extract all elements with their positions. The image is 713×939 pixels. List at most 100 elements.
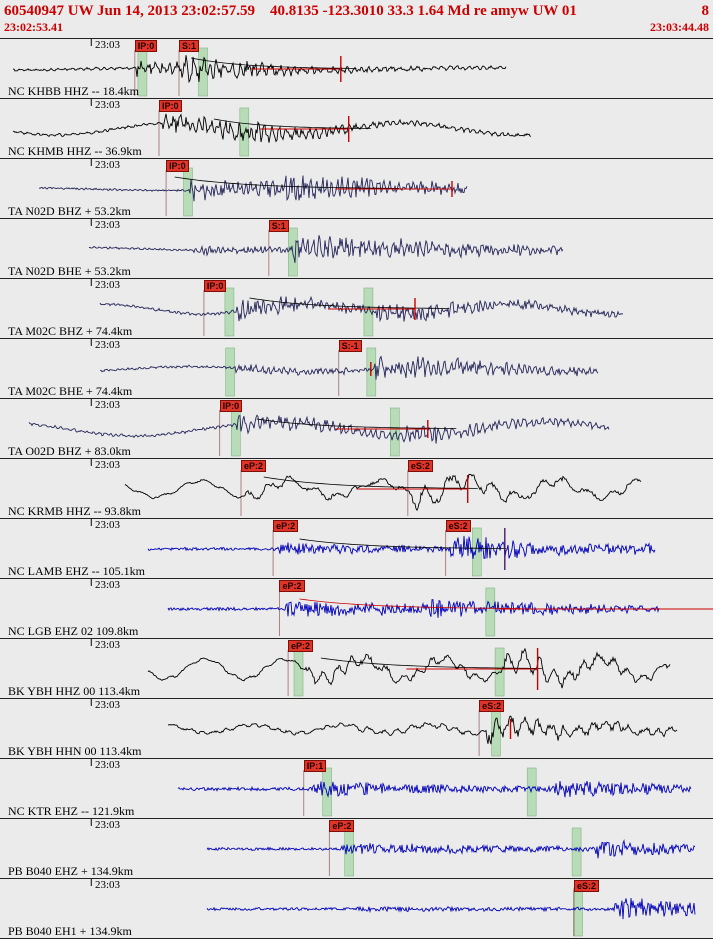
minute-label: 23:03 bbox=[95, 579, 121, 591]
trace-canvas bbox=[38, 159, 468, 217]
pick-flag[interactable]: S:1 bbox=[268, 220, 289, 232]
waveform[interactable] bbox=[99, 295, 624, 323]
pick-flag[interactable]: eS:2 bbox=[573, 880, 599, 892]
trace-row[interactable]: 23:03 IP:0 NC KHMB HHZ -- 36.9km bbox=[0, 98, 713, 158]
station-label: PB B040 EHZ + 134.9km bbox=[8, 864, 134, 878]
minute-label: 23:03 bbox=[95, 819, 121, 831]
station-label: BK YBH HHN 00 113.4km bbox=[8, 744, 142, 758]
trace-canvas bbox=[90, 279, 624, 337]
waveform[interactable] bbox=[100, 355, 599, 380]
coda-decay-curve bbox=[263, 476, 478, 489]
trace-row[interactable]: 23:03 eP:2 PB B040 EHZ + 134.9km bbox=[0, 818, 713, 878]
pick-flag[interactable]: S:-1 bbox=[338, 340, 362, 352]
waveform[interactable] bbox=[28, 414, 610, 444]
window-end-time: 23:03:44.48 bbox=[650, 20, 709, 34]
waveform[interactable] bbox=[177, 780, 692, 798]
trace-row[interactable]: 23:03 eP:2 BK YBH HHZ 00 113.4km bbox=[0, 638, 713, 698]
pick-flag[interactable]: eP:2 bbox=[273, 520, 299, 532]
trace-row[interactable]: 23:03 IP:0 TA M02C BHZ + 74.4km bbox=[0, 278, 713, 338]
pick-flag[interactable]: eP:2 bbox=[240, 460, 266, 472]
trace-canvas bbox=[90, 459, 642, 516]
minute-label: 23:03 bbox=[95, 759, 121, 771]
pick-flag[interactable]: S:1 bbox=[178, 40, 199, 52]
pick-flag[interactable]: eS:2 bbox=[407, 460, 433, 472]
pick-window-band bbox=[231, 407, 241, 457]
waveform[interactable] bbox=[167, 715, 678, 745]
pick-flag[interactable]: IP:0 bbox=[134, 40, 158, 52]
trace-row[interactable]: 23:03 S:-1 TA M02C BHE + 74.4km bbox=[0, 338, 713, 398]
pick-window-band bbox=[573, 887, 583, 937]
waveform[interactable] bbox=[147, 535, 656, 559]
trace-list: 23:03 IP:0 S:1 NC KHBB HHZ -- 18.4km 23:03 IP… bbox=[0, 38, 713, 939]
trace-row[interactable]: 23:03 IP:0 S:1 NC KHBB HHZ -- 18.4km bbox=[0, 38, 713, 98]
coda-decay-curve bbox=[249, 297, 450, 309]
trace-row[interactable]: 23:03 eS:2 PB B040 EH1 + 134.9km bbox=[0, 878, 713, 938]
trace-row[interactable]: 23:03 S:1 TA N02D BHE + 53.2km bbox=[0, 218, 713, 278]
pick-flag[interactable]: IP:0 bbox=[203, 280, 227, 292]
pick-flag[interactable]: IP:0 bbox=[158, 100, 182, 112]
minute-label: 23:03 bbox=[95, 279, 121, 291]
pick-window-band bbox=[224, 287, 235, 337]
coda-decay-curve bbox=[299, 598, 521, 609]
waveform[interactable] bbox=[206, 839, 696, 859]
trace-canvas bbox=[88, 219, 564, 277]
header: 60540947 UW Jun 14, 2013 23:02:57.59 40.… bbox=[0, 0, 713, 38]
minute-label: 23:03 bbox=[95, 159, 121, 171]
waveform[interactable] bbox=[88, 235, 564, 263]
station-label: NC KHMB HHZ -- 36.9km bbox=[8, 144, 142, 158]
pick-flag[interactable]: IP:0 bbox=[166, 160, 189, 172]
pick-window-band bbox=[198, 47, 208, 97]
trace-canvas bbox=[12, 99, 532, 157]
waveform[interactable] bbox=[124, 473, 642, 512]
pick-flag[interactable]: eP:2 bbox=[329, 820, 355, 832]
event-summary: 60540947 UW Jun 14, 2013 23:02:57.59 40.… bbox=[4, 3, 577, 19]
coda-decay-curve bbox=[256, 418, 457, 429]
waveform[interactable] bbox=[38, 175, 468, 202]
waveform[interactable] bbox=[147, 647, 671, 689]
waveform[interactable] bbox=[167, 599, 660, 618]
coda-decay-curve bbox=[213, 118, 371, 129]
trace-row[interactable]: 23:03 IP:1 NC KTR EHZ -- 121.9km bbox=[0, 758, 713, 818]
trace-row[interactable]: 23:03 eP:2 eS:2 NC KRMB HHZ -- 93.8km bbox=[0, 458, 713, 518]
trace-canvas bbox=[90, 759, 692, 817]
trace-canvas bbox=[90, 819, 696, 877]
pick-flag[interactable]: eP:2 bbox=[288, 640, 314, 652]
pick-window-band bbox=[137, 47, 148, 97]
station-label: NC KHBB HHZ -- 18.4km bbox=[8, 84, 139, 98]
pick-window-band bbox=[571, 827, 582, 877]
pick-flag[interactable]: IP:1 bbox=[303, 760, 327, 772]
pick-window-band bbox=[526, 767, 537, 817]
window-start-time: 23:02:53.41 bbox=[4, 20, 63, 34]
trace-canvas bbox=[28, 399, 610, 457]
trace-canvas bbox=[12, 39, 507, 97]
pick-window-band bbox=[491, 707, 501, 757]
waveform[interactable] bbox=[206, 898, 696, 920]
trace-row[interactable]: 23:03 IP:0 TA N02D BHZ + 53.2km bbox=[0, 158, 713, 218]
minute-label: 23:03 bbox=[95, 519, 121, 531]
pick-flag[interactable]: eP:2 bbox=[279, 580, 305, 592]
coda-decay-curve bbox=[320, 657, 542, 669]
station-label: NC KRMB HHZ -- 93.8km bbox=[8, 504, 142, 518]
trace-row[interactable]: 23:03 IP:0 TA O02D BHZ + 83.0km bbox=[0, 398, 713, 458]
pick-window-band bbox=[485, 587, 496, 637]
trace-row[interactable]: 23:03 eP:2 eS:2 NC LAMB EHZ -- 105.1km bbox=[0, 518, 713, 578]
minute-label: 23:03 bbox=[95, 339, 121, 351]
station-label: TA O02D BHZ + 83.0km bbox=[8, 444, 131, 458]
event-count: 8 bbox=[701, 3, 710, 19]
minute-label: 23:03 bbox=[95, 879, 121, 891]
waveform[interactable] bbox=[12, 113, 532, 143]
trace-row[interactable]: 23:03 eS:2 BK YBH HHN 00 113.4km bbox=[0, 698, 713, 758]
station-label: NC LAMB EHZ -- 105.1km bbox=[8, 564, 145, 578]
waveform[interactable] bbox=[12, 55, 507, 84]
trace-row[interactable]: 23:03 eP:2 NC LGB EHZ 02 109.8km bbox=[0, 578, 713, 638]
pick-flag[interactable]: eS:2 bbox=[479, 700, 505, 712]
station-label: NC KTR EHZ -- 121.9km bbox=[8, 804, 135, 818]
coda-decay-curve bbox=[299, 538, 507, 549]
station-label: BK YBH HHZ 00 113.4km bbox=[8, 684, 141, 698]
pick-window-band bbox=[293, 647, 304, 697]
pick-flag[interactable]: eS:2 bbox=[445, 520, 471, 532]
minute-label: 23:03 bbox=[95, 219, 121, 231]
station-label: TA N02D BHZ + 53.2km bbox=[8, 204, 131, 218]
pick-flag[interactable]: IP:0 bbox=[219, 400, 243, 412]
